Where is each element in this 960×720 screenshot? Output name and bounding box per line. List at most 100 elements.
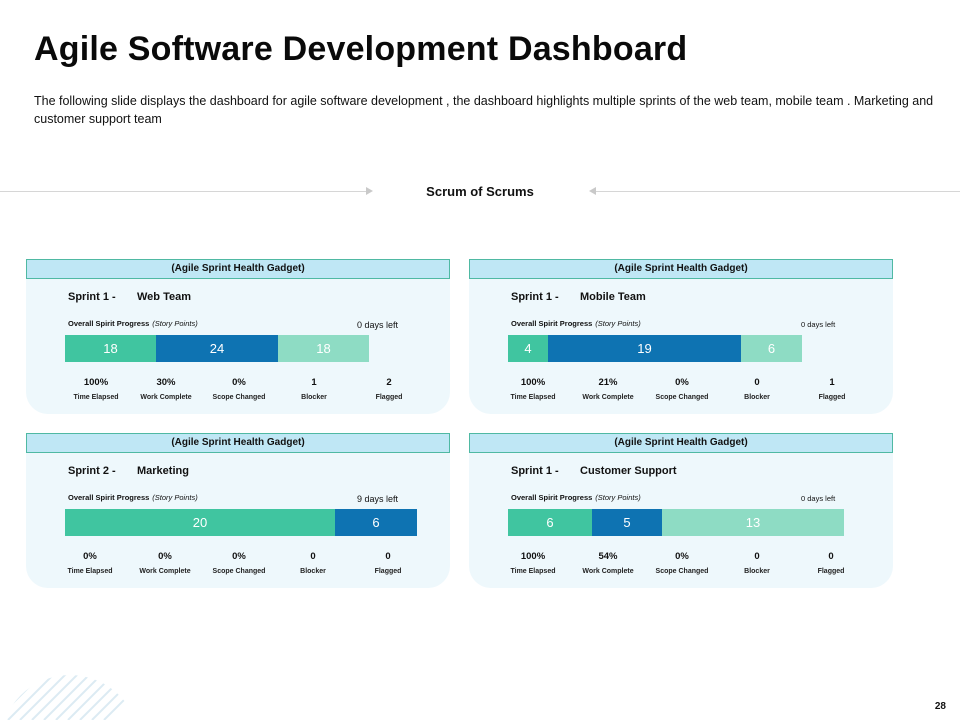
stat-value: 0% <box>232 551 246 562</box>
stat-value: 100% <box>520 377 546 388</box>
panel-header: (Agile Sprint Health Gadget) <box>469 433 893 453</box>
progress-segment-blue: 24 <box>156 335 278 362</box>
days-left: 9 days left <box>357 494 399 504</box>
stat-value: 0% <box>675 377 689 388</box>
stat-label: Time Elapsed <box>73 394 119 401</box>
stat-scope-changed: 0% Scope Changed <box>645 551 719 578</box>
stat-label: Work Complete <box>139 568 191 575</box>
sprint-label: Sprint 2 - <box>68 465 116 477</box>
stat-value: 54% <box>598 551 618 562</box>
days-left: 0 days left <box>357 320 399 330</box>
sprint-panel-marketing: (Agile Sprint Health Gadget) Sprint 2 - … <box>26 433 450 588</box>
stat-scope-changed: 0% Scope Changed <box>202 551 276 578</box>
progress-segment-light: 18 <box>278 335 369 362</box>
progress-label: Overall Spirit Progress (Story Points) <box>68 493 198 502</box>
stat-label: Blocker <box>300 568 326 575</box>
progress-label-text: Overall Spirit Progress <box>68 493 150 502</box>
arrow-left-icon <box>589 187 596 195</box>
stat-value: 1 <box>311 377 317 388</box>
stat-blocker: 0 Blocker <box>276 551 350 578</box>
stat-flagged: 0 Flagged <box>351 551 425 578</box>
sprint-panel-mobile-team: (Agile Sprint Health Gadget) Sprint 1 - … <box>469 259 893 414</box>
stat-label: Scope Changed <box>655 568 709 575</box>
team-name: Web Team <box>137 291 191 303</box>
progress-segment-light: 13 <box>662 509 844 536</box>
page-title: Agile Software Development Dashboard <box>34 30 688 68</box>
scrum-divider-left <box>0 191 366 192</box>
stat-scope-changed: 0% Scope Changed <box>645 377 719 404</box>
sprint-panel-customer-support: (Agile Sprint Health Gadget) Sprint 1 - … <box>469 433 893 588</box>
stat-label: Time Elapsed <box>510 394 556 401</box>
progress-bar: 20 6 <box>65 509 417 536</box>
stat-label: Flagged <box>374 568 402 575</box>
progress-unit: (Story Points) <box>152 493 198 502</box>
stat-value: 100% <box>83 377 109 388</box>
stat-label: Flagged <box>375 394 403 401</box>
stat-label: Flagged <box>817 568 845 575</box>
stat-value: 0 <box>828 551 834 562</box>
stat-work-complete: 30% Work Complete <box>129 377 203 404</box>
page-subtitle: The following slide displays the dashboa… <box>34 94 934 126</box>
progress-bar: 6 5 13 <box>508 509 844 536</box>
arrow-right-icon <box>366 187 373 195</box>
stat-value: 21% <box>598 377 618 388</box>
stat-value: 0 <box>754 551 760 562</box>
stat-flagged: 2 Flagged <box>352 377 426 404</box>
stat-label: Work Complete <box>140 394 192 401</box>
stat-label: Scope Changed <box>655 394 709 401</box>
progress-segment-light: 6 <box>741 335 802 362</box>
stat-blocker: 0 Blocker <box>720 377 794 404</box>
scrum-of-scrums-label: Scrum of Scrums <box>426 184 534 199</box>
stat-label: Time Elapsed <box>510 568 556 575</box>
stat-work-complete: 0% Work Complete <box>128 551 202 578</box>
sprint-panel-web-team: (Agile Sprint Health Gadget) Sprint 1 - … <box>26 259 450 414</box>
progress-label: Overall Spirit Progress (Story Points) <box>68 319 198 328</box>
stat-blocker: 0 Blocker <box>720 551 794 578</box>
progress-label-text: Overall Spirit Progress <box>68 319 150 328</box>
progress-segment-green: 20 <box>65 509 335 536</box>
stat-label: Blocker <box>744 568 770 575</box>
progress-label: Overall Spirit Progress (Story Points) <box>511 493 641 502</box>
progress-segment-blue: 5 <box>592 509 662 536</box>
stat-label: Work Complete <box>582 394 634 401</box>
decorative-stripes-icon <box>0 675 140 720</box>
stat-value: 0% <box>232 377 246 388</box>
stat-value: 100% <box>520 551 546 562</box>
team-name: Customer Support <box>580 465 677 477</box>
sprint-label: Sprint 1 - <box>511 465 559 477</box>
stat-time-elapsed: 100% Time Elapsed <box>59 377 133 404</box>
sprint-label: Sprint 1 - <box>511 291 559 303</box>
progress-label-text: Overall Spirit Progress <box>511 493 593 502</box>
progress-bar: 4 19 6 <box>508 335 802 362</box>
stat-value: 0 <box>385 551 391 562</box>
stat-label: Blocker <box>744 394 770 401</box>
progress-segment-green: 6 <box>508 509 592 536</box>
stat-value: 30% <box>156 377 176 388</box>
stat-value: 0% <box>158 551 172 562</box>
stat-value: 0 <box>754 377 760 388</box>
progress-label: Overall Spirit Progress (Story Points) <box>511 319 641 328</box>
stat-value: 0 <box>310 551 316 562</box>
stat-label: Time Elapsed <box>67 568 113 575</box>
panel-header: (Agile Sprint Health Gadget) <box>26 259 450 279</box>
stat-value: 2 <box>386 377 392 388</box>
progress-label-text: Overall Spirit Progress <box>511 319 593 328</box>
stat-label: Work Complete <box>582 568 634 575</box>
progress-unit: (Story Points) <box>595 319 641 328</box>
stat-blocker: 1 Blocker <box>277 377 351 404</box>
days-left: 0 days left <box>801 494 836 503</box>
stat-scope-changed: 0% Scope Changed <box>202 377 276 404</box>
progress-segment-green: 4 <box>508 335 548 362</box>
progress-segment-green: 18 <box>65 335 156 362</box>
progress-unit: (Story Points) <box>152 319 198 328</box>
scrum-divider-right <box>596 191 960 192</box>
stat-label: Flagged <box>818 394 846 401</box>
stat-flagged: 1 Flagged <box>795 377 869 404</box>
progress-bar: 18 24 18 <box>65 335 369 362</box>
panel-header: (Agile Sprint Health Gadget) <box>469 259 893 279</box>
page-number: 28 <box>934 701 946 712</box>
team-name: Mobile Team <box>580 291 646 303</box>
stat-time-elapsed: 100% Time Elapsed <box>496 377 570 404</box>
stat-work-complete: 21% Work Complete <box>571 377 645 404</box>
stat-label: Blocker <box>301 394 327 401</box>
